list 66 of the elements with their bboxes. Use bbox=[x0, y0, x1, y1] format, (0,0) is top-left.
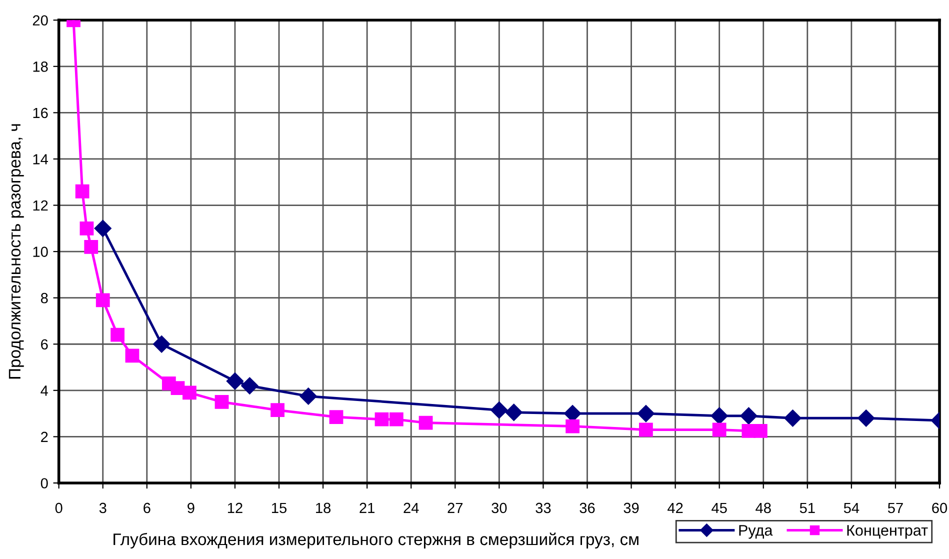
x-tick-label: 51 bbox=[800, 502, 815, 514]
point bbox=[241, 377, 258, 394]
x-tick-label: 12 bbox=[228, 502, 242, 513]
x-tick-label: 60 bbox=[932, 502, 948, 514]
legend-label: Руда bbox=[739, 525, 773, 539]
y-tick-label: 2 bbox=[41, 432, 48, 442]
x-tick-label: 39 bbox=[624, 502, 639, 514]
point bbox=[182, 386, 196, 400]
x-axis-title: Глубина вхождения измерительного стержня в смерзшийся груз, см bbox=[114, 532, 638, 549]
y-tick-label: 12 bbox=[33, 200, 48, 211]
point bbox=[490, 402, 508, 419]
x-tick-label: 0 bbox=[55, 502, 62, 514]
point bbox=[226, 372, 244, 390]
x-tick-label: 42 bbox=[668, 502, 683, 513]
point bbox=[153, 336, 170, 353]
x-tick-label: 24 bbox=[404, 502, 419, 513]
x-tick-label: 36 bbox=[580, 502, 595, 514]
x-tick-label: 33 bbox=[536, 502, 551, 514]
x-tick-label: 6 bbox=[144, 502, 150, 514]
point bbox=[566, 419, 580, 434]
y-tick-label: 16 bbox=[33, 108, 48, 118]
x-tick-label: 57 bbox=[888, 502, 903, 514]
point bbox=[637, 404, 655, 422]
y-axis-title: Продолжительность разогрева, ч bbox=[8, 124, 24, 379]
y-tick-label: 10 bbox=[33, 246, 48, 257]
point bbox=[784, 410, 802, 427]
point bbox=[740, 407, 758, 424]
point bbox=[505, 404, 522, 421]
y-tick-label: 20 bbox=[32, 15, 48, 26]
legend-label: Концентрат bbox=[847, 525, 928, 539]
x-tick-label: 3 bbox=[99, 502, 106, 514]
point bbox=[125, 348, 140, 363]
x-tick-label: 54 bbox=[844, 502, 860, 514]
point bbox=[329, 410, 344, 424]
x-tick-label: 48 bbox=[756, 502, 771, 514]
point bbox=[84, 240, 98, 254]
point bbox=[753, 424, 768, 438]
y-tick-label: 14 bbox=[33, 154, 48, 164]
x-tick-label: 9 bbox=[188, 502, 194, 514]
point bbox=[639, 422, 653, 437]
point bbox=[858, 410, 875, 427]
point bbox=[418, 416, 433, 430]
y-tick-label: 6 bbox=[41, 339, 48, 350]
y-tick-label: 8 bbox=[40, 292, 48, 304]
x-tick-label: 21 bbox=[360, 502, 374, 513]
point bbox=[214, 395, 229, 409]
point bbox=[270, 403, 284, 418]
point bbox=[80, 221, 94, 236]
point bbox=[94, 220, 112, 237]
y-tick-label: 0 bbox=[40, 478, 48, 488]
point bbox=[712, 422, 726, 437]
y-tick-label: 4 bbox=[40, 386, 48, 396]
y-tick-label: 18 bbox=[33, 62, 48, 72]
x-tick-label: 45 bbox=[712, 502, 727, 514]
point bbox=[110, 328, 124, 342]
x-tick-label: 18 bbox=[316, 502, 331, 514]
x-tick-label: 15 bbox=[272, 502, 287, 514]
point bbox=[374, 412, 389, 426]
point bbox=[75, 184, 90, 198]
point bbox=[170, 381, 185, 396]
point bbox=[389, 412, 404, 426]
point bbox=[96, 293, 110, 308]
x-tick-label: 30 bbox=[492, 502, 507, 514]
point bbox=[710, 407, 728, 424]
point bbox=[300, 388, 317, 405]
x-tick-label: 27 bbox=[448, 502, 463, 513]
